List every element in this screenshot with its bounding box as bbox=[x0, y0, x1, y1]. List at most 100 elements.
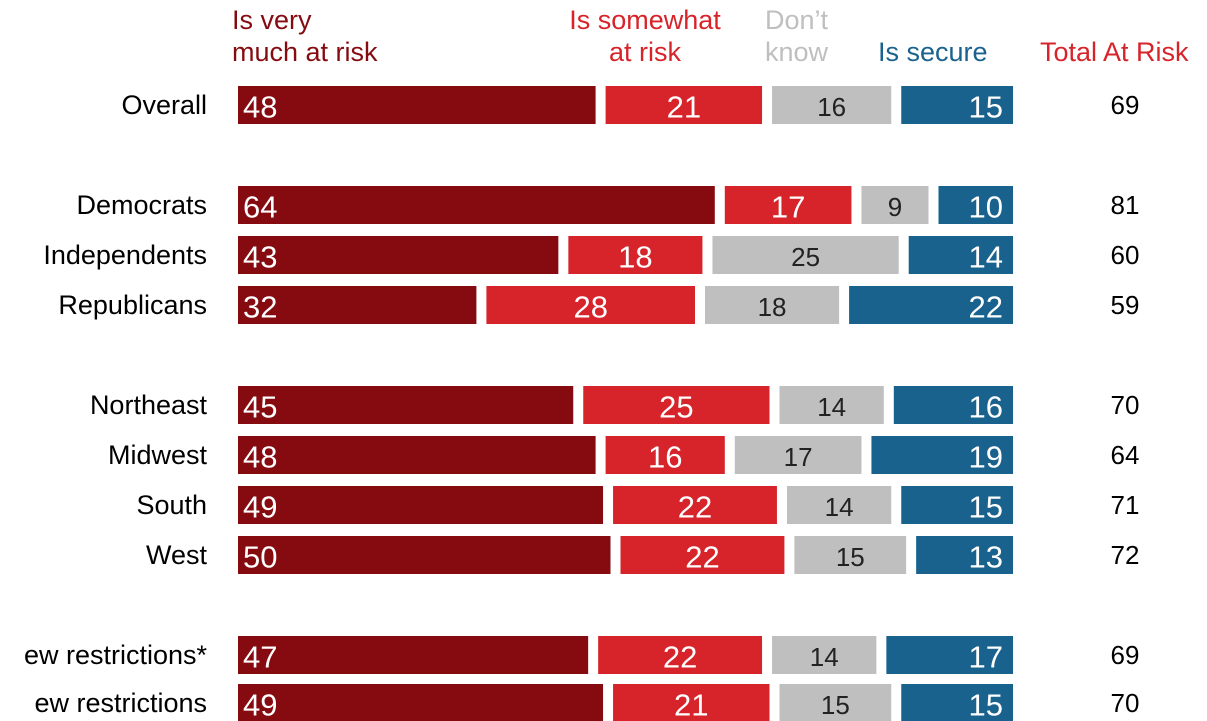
legend-label: Is very much at risk bbox=[232, 5, 378, 67]
bar-segment bbox=[916, 536, 1013, 574]
value-label: 15 bbox=[969, 90, 1003, 125]
total-value: 59 bbox=[1111, 290, 1140, 320]
bar-segment bbox=[772, 636, 877, 674]
bar-segment bbox=[786, 486, 892, 524]
total-value: 72 bbox=[1111, 540, 1140, 570]
bar-segment bbox=[238, 536, 611, 574]
legend-label: Don’t know bbox=[765, 5, 829, 67]
bar-segment bbox=[871, 436, 1013, 474]
value-label: 9 bbox=[888, 192, 902, 222]
value-label: 18 bbox=[758, 292, 787, 322]
value-label: 17 bbox=[771, 190, 805, 225]
bar-segment bbox=[605, 86, 763, 124]
value-label: 22 bbox=[678, 490, 712, 525]
bar-segment bbox=[724, 186, 852, 224]
total-value: 60 bbox=[1111, 240, 1140, 270]
bar-segment bbox=[908, 236, 1013, 274]
total-value: 64 bbox=[1111, 440, 1140, 470]
legend-label: Is somewhat at risk bbox=[569, 5, 721, 67]
value-label: 10 bbox=[969, 190, 1003, 225]
value-label: 32 bbox=[243, 290, 277, 325]
category-label: Democrats bbox=[76, 190, 207, 220]
value-label: 17 bbox=[784, 442, 813, 472]
category-label: Republicans bbox=[58, 290, 207, 320]
value-label: 18 bbox=[618, 240, 652, 275]
bar-segment bbox=[772, 86, 892, 124]
bar-segment bbox=[620, 536, 785, 574]
bar-segment bbox=[238, 684, 604, 721]
bar-segment bbox=[238, 86, 596, 124]
category-label: Overall bbox=[121, 90, 207, 120]
bar-segment bbox=[886, 636, 1013, 674]
value-label: 48 bbox=[243, 440, 277, 475]
value-label: 22 bbox=[685, 540, 719, 575]
bar-segment bbox=[568, 236, 703, 274]
bar-segment bbox=[583, 386, 770, 424]
value-label: 49 bbox=[243, 688, 277, 721]
bar-segment bbox=[238, 236, 559, 274]
total-header: Total At Risk bbox=[1040, 37, 1189, 67]
category-label: ew restrictions* bbox=[24, 640, 208, 670]
category-label: Midwest bbox=[108, 440, 208, 470]
category-label: Independents bbox=[43, 240, 207, 270]
bar-segment bbox=[734, 436, 862, 474]
value-label: 14 bbox=[969, 240, 1003, 275]
bar-segment bbox=[901, 86, 1013, 124]
value-label: 49 bbox=[243, 490, 277, 525]
bar-segment bbox=[849, 286, 1013, 324]
bar-segment bbox=[705, 286, 840, 324]
bar-segment bbox=[794, 536, 907, 574]
value-label: 14 bbox=[810, 642, 839, 672]
bar-segment bbox=[238, 636, 589, 674]
total-value: 71 bbox=[1111, 490, 1140, 520]
bar-segment bbox=[238, 486, 604, 524]
bar-segment bbox=[901, 486, 1013, 524]
value-label: 47 bbox=[243, 640, 277, 675]
bar-segment bbox=[238, 186, 715, 224]
value-label: 16 bbox=[817, 92, 846, 122]
bar-segment bbox=[605, 436, 725, 474]
value-label: 21 bbox=[667, 90, 701, 125]
value-label: 15 bbox=[821, 690, 850, 720]
value-label: 22 bbox=[663, 640, 697, 675]
value-label: 45 bbox=[243, 390, 277, 425]
bar-segment bbox=[238, 286, 477, 324]
category-label: Northeast bbox=[90, 390, 208, 420]
value-label: 22 bbox=[969, 290, 1003, 325]
bar-segment bbox=[712, 236, 899, 274]
value-label: 15 bbox=[969, 490, 1003, 525]
bar-segment bbox=[938, 186, 1013, 224]
bar-segment bbox=[238, 436, 596, 474]
value-label: 25 bbox=[659, 390, 693, 425]
bar-segment bbox=[613, 486, 777, 524]
bar-segment bbox=[779, 684, 892, 721]
legend-label: Is secure bbox=[878, 37, 988, 67]
value-label: 14 bbox=[825, 492, 854, 522]
value-label: 48 bbox=[243, 90, 277, 125]
value-label: 15 bbox=[836, 542, 865, 572]
total-value: 70 bbox=[1111, 390, 1140, 420]
bar-segment bbox=[486, 286, 695, 324]
category-label: ew restrictions bbox=[34, 688, 207, 718]
value-label: 14 bbox=[817, 392, 846, 422]
total-value: 69 bbox=[1111, 640, 1140, 670]
value-label: 43 bbox=[243, 240, 277, 275]
total-value: 81 bbox=[1111, 190, 1140, 220]
value-label: 17 bbox=[969, 640, 1003, 675]
bar-segment bbox=[238, 386, 574, 424]
category-label: South bbox=[136, 490, 207, 520]
total-value: 70 bbox=[1111, 688, 1140, 718]
value-label: 21 bbox=[674, 688, 708, 721]
total-value: 69 bbox=[1111, 90, 1140, 120]
value-label: 50 bbox=[243, 540, 277, 575]
value-label: 15 bbox=[969, 688, 1003, 721]
bar-segment bbox=[779, 386, 884, 424]
value-label: 19 bbox=[969, 440, 1003, 475]
value-label: 28 bbox=[573, 290, 607, 325]
value-label: 64 bbox=[243, 190, 277, 225]
value-label: 16 bbox=[648, 440, 682, 475]
bar-segment bbox=[598, 636, 763, 674]
value-label: 13 bbox=[969, 540, 1003, 575]
